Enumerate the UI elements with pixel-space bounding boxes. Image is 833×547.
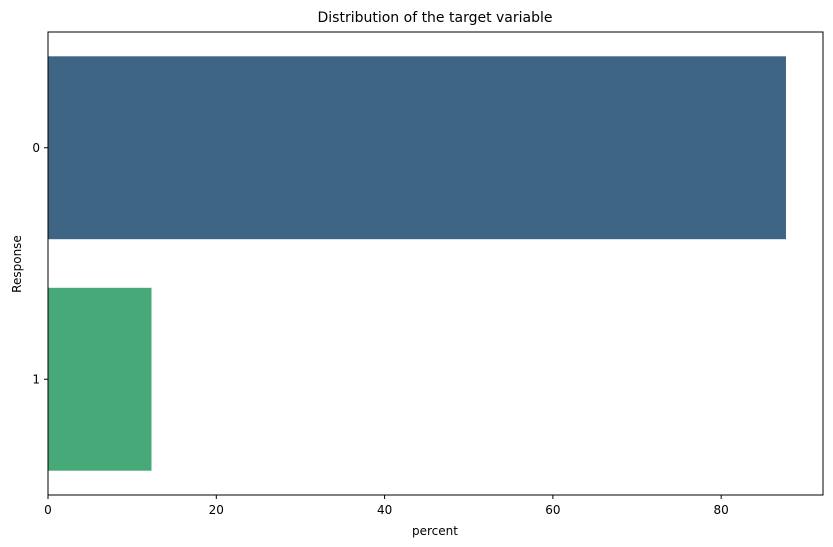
chart-title: Distribution of the target variable: [318, 10, 553, 26]
y-axis-ticks: 01: [32, 141, 48, 386]
x-axis-ticks: 0 20 40 60 80: [44, 495, 729, 517]
x-axis-label: percent: [412, 524, 458, 538]
x-tick-label-20: 20: [209, 503, 224, 517]
x-tick-label-0: 0: [44, 503, 52, 517]
y-axis-label: Response: [10, 235, 24, 293]
x-tick-label-60: 60: [545, 503, 560, 517]
y-tick-label-0: 0: [32, 141, 40, 155]
plot-frame: [47, 31, 824, 496]
bars: [48, 56, 786, 471]
bar-0: [48, 56, 786, 240]
y-tick-label-1: 1: [32, 372, 40, 386]
x-tick-label-40: 40: [377, 503, 392, 517]
x-tick-label-80: 80: [714, 503, 729, 517]
bar-1: [48, 287, 152, 471]
axes-spines: [47, 31, 824, 496]
